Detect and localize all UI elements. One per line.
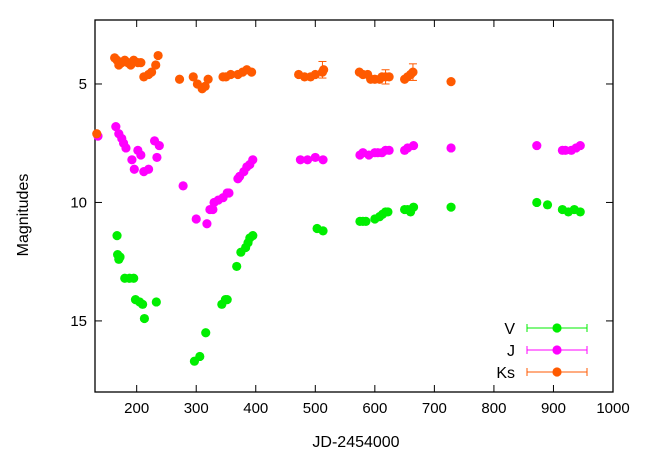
- x-tick-label: 200: [124, 400, 149, 417]
- data-point: [136, 58, 146, 68]
- x-tick-label: 800: [481, 400, 506, 417]
- data-point: [222, 294, 232, 305]
- data-point: [408, 202, 419, 212]
- x-axis-ticks: 200 300 400 500 600 700 800 900 1000: [124, 20, 630, 417]
- data-point: [115, 252, 125, 262]
- data-point: [112, 231, 122, 241]
- data-point: [201, 328, 211, 338]
- series-j: [93, 122, 585, 229]
- data-point: [575, 140, 585, 151]
- data-point: [319, 65, 329, 75]
- series-ks: [92, 50, 456, 139]
- data-point: [203, 74, 213, 84]
- data-point: [127, 155, 137, 165]
- data-point: [302, 155, 313, 165]
- data-point: [232, 261, 242, 272]
- data-point: [152, 152, 162, 163]
- data-point: [542, 200, 553, 210]
- x-axis-label: JD-2454000: [312, 434, 399, 451]
- x-tick-label: 300: [184, 400, 209, 417]
- data-point: [129, 273, 139, 283]
- legend-label: J: [507, 343, 515, 360]
- legend-marker: [552, 367, 562, 377]
- data-point: [248, 231, 258, 241]
- y-axis-label: Magnitudes: [15, 174, 32, 257]
- legend: VJ Ks: [496, 321, 588, 382]
- plot-area: [94, 19, 614, 393]
- data-point: [532, 197, 542, 208]
- data-point: [408, 140, 419, 151]
- data-point: [174, 74, 185, 84]
- data-point: [151, 297, 161, 307]
- legend-marker: [552, 323, 562, 333]
- data-point: [129, 164, 139, 174]
- data-point: [188, 72, 198, 82]
- data-point: [246, 67, 257, 77]
- y-tick-label: 5: [79, 76, 87, 93]
- data-series: [92, 50, 585, 366]
- data-point: [138, 299, 148, 309]
- data-point: [384, 72, 394, 82]
- data-point: [178, 181, 188, 191]
- data-point: [200, 81, 210, 91]
- data-point: [310, 69, 320, 80]
- data-point: [208, 204, 218, 215]
- y-tick-label: 15: [70, 313, 87, 330]
- data-point: [139, 313, 150, 324]
- data-point: [408, 67, 418, 77]
- y-axis-ticks: 5 10 15: [70, 76, 613, 330]
- data-point: [383, 207, 393, 217]
- data-point: [248, 155, 258, 165]
- legend-item-ks: Ks: [496, 365, 588, 382]
- y-tick-label: 10: [70, 194, 87, 211]
- x-tick-label: 500: [303, 400, 328, 417]
- legend-item-j: J: [507, 343, 588, 360]
- data-point: [111, 122, 121, 132]
- data-point: [446, 202, 456, 212]
- x-tick-label: 700: [422, 400, 447, 417]
- data-point: [446, 143, 456, 153]
- data-point: [202, 219, 212, 229]
- x-tick-label: 600: [362, 400, 387, 417]
- data-point: [151, 60, 161, 70]
- x-tick-label: 1000: [596, 400, 629, 417]
- data-point: [195, 351, 205, 362]
- legend-item-v: V: [504, 321, 588, 338]
- data-point: [310, 152, 320, 163]
- data-point: [92, 129, 102, 139]
- data-point: [226, 69, 236, 80]
- x-tick-label: 900: [541, 400, 566, 417]
- data-point: [191, 214, 201, 224]
- plot-frame: [94, 19, 614, 393]
- x-tick-label: 400: [243, 400, 268, 417]
- data-point: [153, 50, 163, 61]
- data-point: [136, 150, 146, 160]
- data-point: [318, 155, 328, 165]
- data-point: [575, 207, 585, 217]
- data-point: [121, 143, 131, 153]
- data-point: [384, 145, 394, 155]
- data-point: [295, 155, 306, 165]
- data-point: [318, 226, 328, 236]
- legend-label: Ks: [496, 365, 515, 382]
- legend-marker: [552, 345, 562, 355]
- data-point: [154, 140, 164, 151]
- data-point: [224, 188, 234, 198]
- series-v: [112, 197, 585, 366]
- data-point: [146, 67, 157, 77]
- data-point: [361, 216, 371, 227]
- legend-label: V: [504, 321, 515, 338]
- data-point: [446, 77, 456, 87]
- data-point: [532, 140, 542, 151]
- data-point: [143, 164, 154, 174]
